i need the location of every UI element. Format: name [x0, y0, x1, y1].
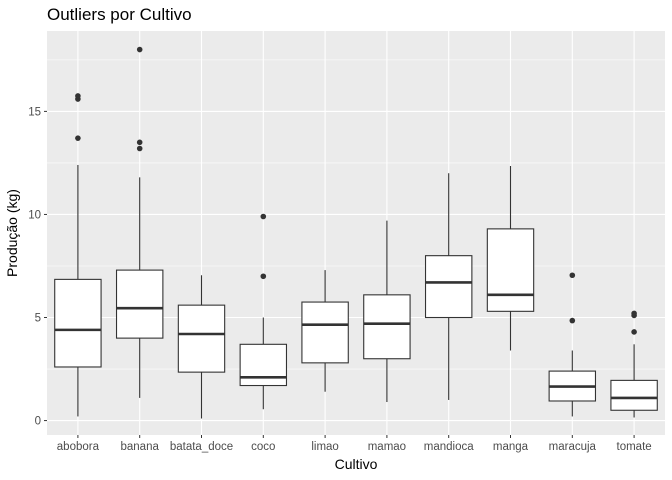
- x-tick-label: mandioca: [424, 441, 474, 453]
- y-tick-label: 10: [28, 209, 41, 221]
- axes: 0 5 10 15 abobora banana batata_doce coco limao m…: [28, 106, 651, 453]
- x-tick-label: maracuja: [549, 441, 597, 453]
- box-body: [486, 228, 535, 312]
- outlier-point: [136, 46, 143, 53]
- box-layer: [54, 46, 658, 419]
- box-body: [54, 278, 102, 368]
- box-body: [610, 379, 658, 411]
- box-batata_doce: [177, 275, 226, 419]
- x-tick-label: coco: [251, 441, 275, 453]
- box-mandioca: [424, 173, 473, 400]
- box-body: [177, 304, 226, 373]
- box-maracuja: [548, 272, 597, 417]
- y-tick-label: 5: [35, 313, 41, 325]
- box-body: [363, 294, 411, 360]
- outlier-point: [631, 310, 637, 317]
- x-tick-label: abobora: [57, 441, 100, 453]
- x-tick-label: limao: [311, 441, 338, 453]
- x-axis-title: Cultivo: [335, 456, 378, 472]
- box-tomate: [610, 310, 658, 418]
- outlier-point: [569, 272, 576, 279]
- box-manga: [486, 166, 535, 351]
- box-body: [424, 255, 473, 319]
- box-mamao: [363, 220, 411, 403]
- outlier-point: [569, 317, 576, 324]
- plot-panel: [47, 31, 665, 435]
- box-body: [301, 301, 349, 364]
- outlier-point: [75, 135, 81, 141]
- box-abobora: [54, 93, 102, 417]
- outlier-point: [260, 273, 267, 280]
- box-body: [239, 343, 288, 387]
- box-limao: [301, 270, 349, 392]
- box-body: [115, 269, 164, 339]
- box-coco: [239, 213, 288, 410]
- x-tick-label: banana: [121, 441, 160, 453]
- y-tick-label: 0: [35, 416, 41, 428]
- outlier-point: [631, 329, 637, 335]
- y-axis-title: Produção (kg): [4, 189, 20, 277]
- x-tick-label: batata_doce: [170, 441, 233, 453]
- outlier-point: [75, 93, 81, 99]
- chart-title: Outliers por Cultivo: [47, 5, 192, 24]
- outlier-point: [260, 213, 267, 220]
- y-tick-label: 15: [28, 106, 41, 118]
- x-tick-label: manga: [493, 441, 529, 453]
- box-banana: [115, 46, 164, 398]
- outlier-point: [136, 145, 143, 152]
- outlier-point: [136, 139, 143, 146]
- x-tick-label: mamao: [368, 441, 406, 453]
- x-tick-label: tomate: [617, 441, 652, 453]
